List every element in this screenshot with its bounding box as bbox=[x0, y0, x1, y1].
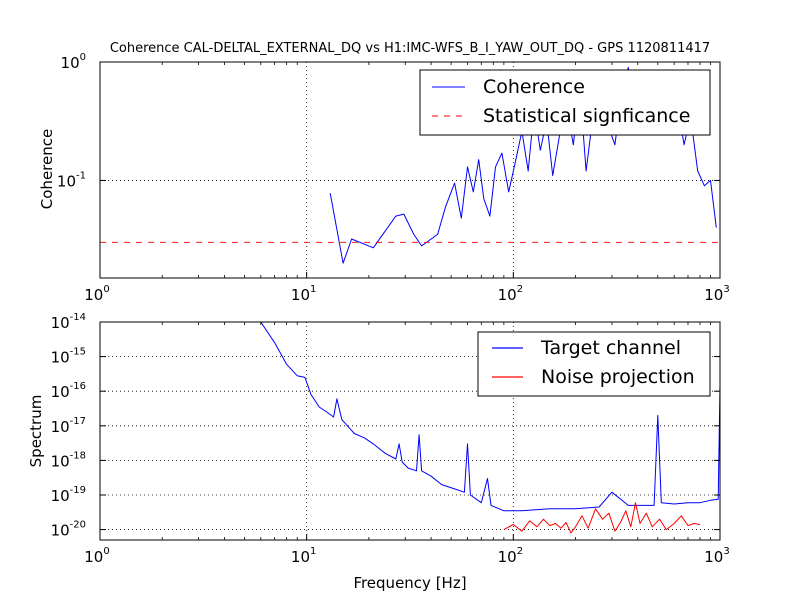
coherence-ylabel: Coherence bbox=[38, 129, 56, 209]
spectrum-series-group bbox=[260, 321, 721, 534]
spectrum-legend-box bbox=[477, 331, 711, 397]
legend-label-significance: Statistical signficance bbox=[483, 105, 690, 127]
coherence-legend-box bbox=[419, 69, 711, 136]
legend-label-target: Target channel bbox=[540, 337, 681, 359]
x-tick-label: 102 bbox=[498, 284, 523, 304]
coherence-plot-frame bbox=[99, 61, 721, 279]
spectrum-ylabel: Spectrum bbox=[27, 395, 45, 468]
series-line-target-channel bbox=[260, 321, 721, 512]
legend-label-noise: Noise projection bbox=[541, 366, 695, 388]
spectrum-legend: Target channel Noise projection bbox=[477, 331, 711, 397]
series-line-noise-projection bbox=[503, 502, 701, 534]
x-tick-label: 102 bbox=[498, 546, 523, 566]
spectrum-plot-frame bbox=[99, 321, 721, 541]
spectrum-xlabel: Frequency [Hz] bbox=[353, 574, 466, 592]
legend-label-coherence: Coherence bbox=[483, 76, 585, 98]
chart-title: Coherence CAL-DELTAL_EXTERNAL_DQ vs H1:I… bbox=[110, 41, 710, 56]
coherence-legend: Coherence Statistical signficance bbox=[419, 69, 711, 136]
